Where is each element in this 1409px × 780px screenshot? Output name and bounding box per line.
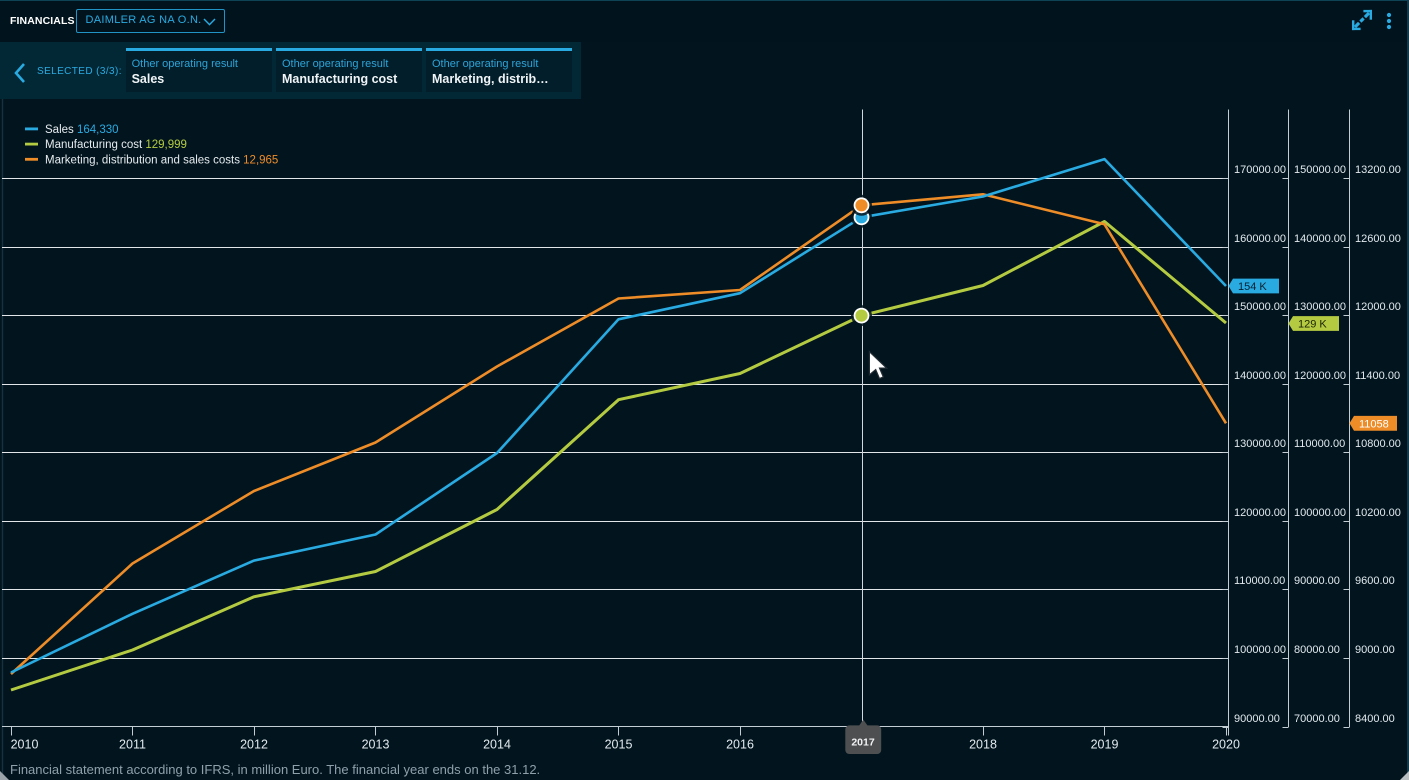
svg-text:170000.00: 170000.00 [1234, 164, 1286, 176]
svg-text:70000.00: 70000.00 [1294, 713, 1340, 725]
svg-text:2013: 2013 [362, 738, 390, 752]
svg-text:2011: 2011 [119, 738, 146, 752]
svg-text:120000.00: 120000.00 [1294, 370, 1346, 382]
svg-text:2012: 2012 [240, 738, 268, 752]
svg-text:2010: 2010 [11, 738, 39, 752]
svg-text:10800.00: 10800.00 [1355, 438, 1401, 450]
svg-text:150000.00: 150000.00 [1234, 301, 1286, 313]
svg-text:2014: 2014 [483, 738, 511, 752]
svg-text:140000.00: 140000.00 [1234, 370, 1286, 382]
svg-text:90000.00: 90000.00 [1234, 713, 1280, 725]
svg-text:154 K: 154 K [1238, 281, 1267, 293]
svg-text:150000.00: 150000.00 [1294, 164, 1346, 176]
svg-text:2016: 2016 [726, 738, 754, 752]
svg-text:2019: 2019 [1091, 738, 1119, 752]
svg-text:Marketing, distribution and sa: Marketing, distribution and sales costs … [45, 154, 278, 166]
svg-text:90000.00: 90000.00 [1294, 575, 1340, 587]
svg-text:80000.00: 80000.00 [1294, 644, 1340, 656]
svg-text:140000.00: 140000.00 [1294, 233, 1346, 245]
svg-text:Manufacturing cost 129,999: Manufacturing cost 129,999 [45, 139, 187, 151]
svg-text:110000.00: 110000.00 [1294, 438, 1345, 450]
svg-text:8400.00: 8400.00 [1355, 713, 1395, 725]
svg-text:129 K: 129 K [1298, 319, 1327, 331]
svg-text:100000.00: 100000.00 [1294, 507, 1346, 519]
svg-text:11058: 11058 [1359, 418, 1389, 430]
svg-text:10200.00: 10200.00 [1355, 507, 1401, 519]
svg-text:9600.00: 9600.00 [1355, 575, 1395, 587]
svg-text:2018: 2018 [969, 738, 997, 752]
svg-text:2017: 2017 [851, 737, 875, 749]
svg-text:110000.00: 110000.00 [1234, 575, 1285, 587]
svg-text:130000.00: 130000.00 [1234, 438, 1286, 450]
svg-text:130000.00: 130000.00 [1294, 301, 1346, 313]
svg-text:2020: 2020 [1212, 738, 1240, 752]
svg-text:12000.00: 12000.00 [1355, 301, 1401, 313]
svg-text:13200.00: 13200.00 [1355, 164, 1401, 176]
svg-text:100000.00: 100000.00 [1234, 644, 1286, 656]
svg-text:11400.00: 11400.00 [1355, 370, 1400, 382]
svg-text:160000.00: 160000.00 [1234, 233, 1286, 245]
svg-text:9000.00: 9000.00 [1355, 644, 1395, 656]
svg-text:2015: 2015 [605, 738, 633, 752]
svg-text:Sales 164,330: Sales 164,330 [45, 124, 119, 136]
svg-text:12600.00: 12600.00 [1355, 233, 1401, 245]
svg-text:120000.00: 120000.00 [1234, 507, 1286, 519]
